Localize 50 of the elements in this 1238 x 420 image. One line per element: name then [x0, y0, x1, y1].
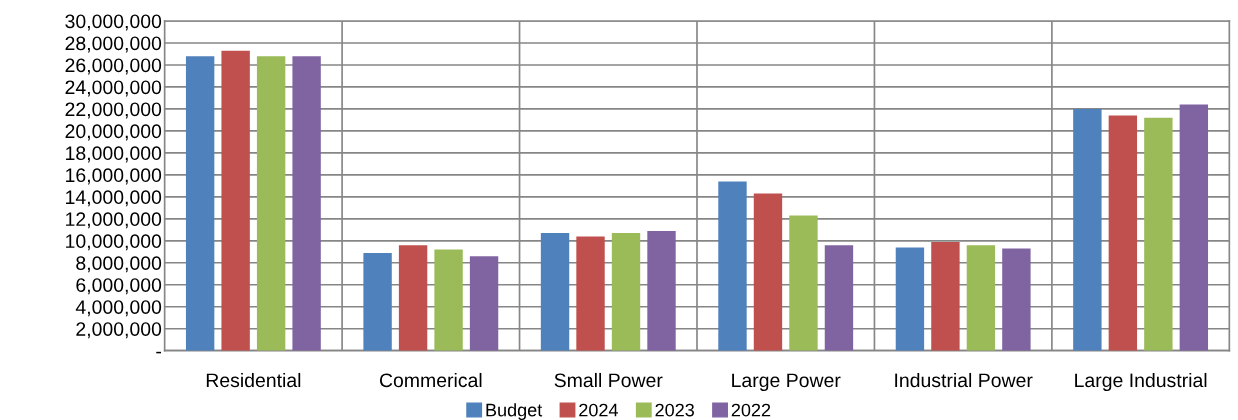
bar — [753, 193, 783, 351]
bar — [789, 215, 818, 351]
bar — [1108, 115, 1138, 351]
x-tick-label: Commerical — [379, 372, 482, 388]
y-tick-label: 26,000,000 — [65, 58, 162, 75]
bar — [185, 56, 215, 351]
y-tick-label: 6,000,000 — [76, 278, 162, 295]
y-tick-label: 24,000,000 — [65, 80, 162, 97]
y-tick-label: 28,000,000 — [65, 36, 162, 53]
bar — [363, 252, 392, 351]
bar — [221, 50, 250, 351]
legend-label: Budget — [486, 403, 543, 420]
bar — [895, 247, 925, 351]
x-tick-label: Small Power — [554, 372, 663, 388]
legend-label: 2023 — [655, 403, 694, 417]
bar — [1144, 117, 1173, 351]
x-tick-label: Residential — [206, 372, 301, 388]
y-tick-label: 20,000,000 — [65, 124, 162, 141]
bar — [966, 245, 996, 351]
y-tick-label: 14,000,000 — [66, 190, 162, 207]
x-tick-label: Industrial Power — [895, 372, 1033, 388]
y-tick-label: 22,000,000 — [65, 102, 162, 119]
y-tick-label: 18,000,000 — [66, 146, 162, 163]
y-tick-label: - — [156, 351, 162, 354]
bar — [1179, 104, 1209, 351]
bar — [434, 249, 463, 351]
y-tick-label: 30,000,000 — [65, 14, 162, 31]
x-tick-label: Large Power — [732, 373, 841, 392]
y-tick-label: 4,000,000 — [75, 300, 162, 317]
bar — [931, 241, 960, 351]
bar — [611, 233, 641, 351]
y-tick-label: 8,000,000 — [76, 256, 162, 273]
bar — [647, 230, 676, 351]
bar — [469, 256, 499, 351]
y-tick-label: 12,000,000 — [66, 212, 162, 229]
legend-label: 2022 — [731, 403, 771, 417]
bar — [256, 56, 286, 351]
bar — [540, 233, 570, 351]
bar — [398, 245, 428, 351]
y-tick-label: 16,000,000 — [66, 168, 162, 185]
y-tick-label: 2,000,000 — [76, 322, 162, 339]
bar — [1002, 248, 1031, 351]
legend-label: 2024 — [579, 403, 618, 417]
bar — [576, 236, 605, 351]
x-tick-label: Large Industrial — [1075, 372, 1207, 392]
y-tick-label: 10,000,000 — [66, 234, 162, 251]
bar — [292, 56, 321, 351]
bar — [824, 245, 854, 351]
bar — [1073, 108, 1102, 351]
bar — [718, 181, 747, 351]
